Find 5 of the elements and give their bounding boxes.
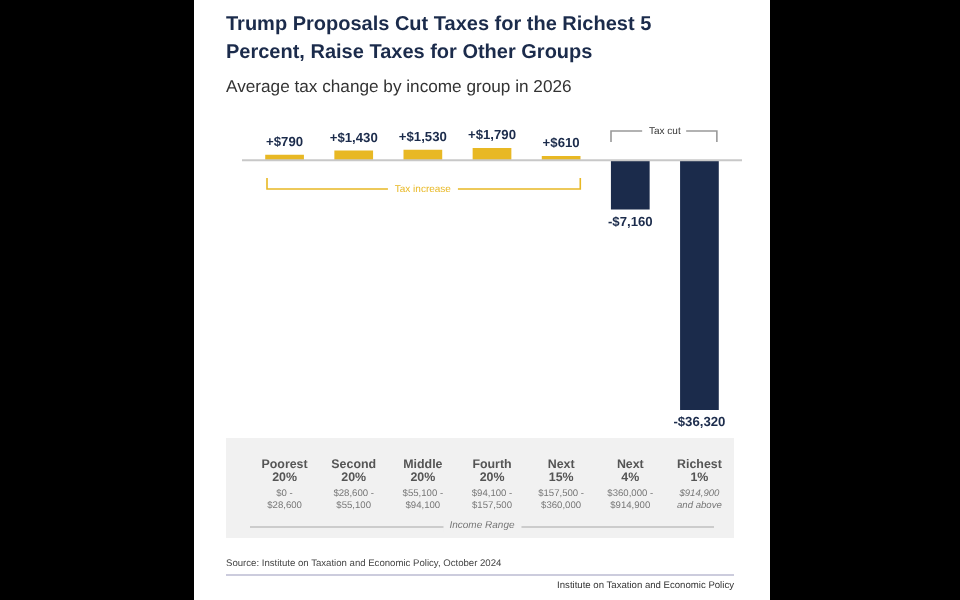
chart-title: Trump Proposals Cut Taxes for the Richest 5 Percent, Raise Taxes for Other Groups xyxy=(226,12,654,68)
bar xyxy=(610,160,650,210)
bar xyxy=(334,150,374,161)
chart-subtitle: Average tax change by income group in 2026 xyxy=(226,76,572,96)
bar xyxy=(680,160,719,410)
